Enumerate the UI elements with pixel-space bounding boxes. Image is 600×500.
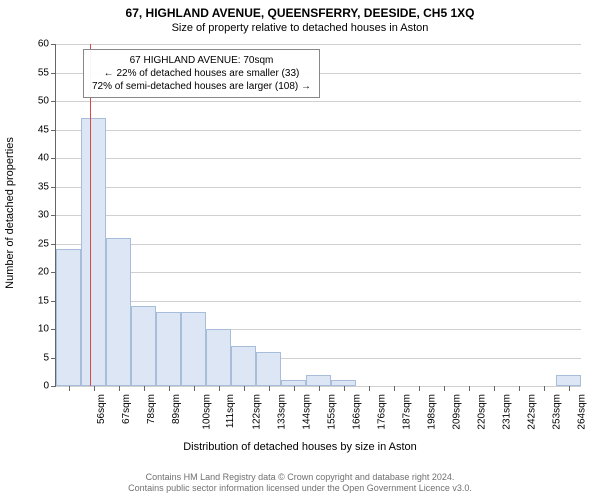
xtick-label: 176sqm xyxy=(376,394,387,430)
ytick-label: 50 xyxy=(24,96,49,107)
histogram-bar xyxy=(56,249,81,386)
footer-line: Contains HM Land Registry data © Crown c… xyxy=(0,472,600,483)
ytick-label: 15 xyxy=(24,295,49,306)
ytick-label: 60 xyxy=(24,39,49,50)
histogram-bar xyxy=(181,312,206,386)
histogram-bar xyxy=(556,375,581,386)
histogram-bar xyxy=(231,346,256,386)
gridline xyxy=(56,101,581,102)
xtick-label: 264sqm xyxy=(576,394,587,430)
xtick-label: 166sqm xyxy=(351,394,362,430)
ytick-label: 0 xyxy=(24,381,49,392)
ytick-label: 10 xyxy=(24,324,49,335)
ytick-mark xyxy=(51,73,56,74)
histogram-bar xyxy=(106,238,131,386)
chart-subtitle: Size of property relative to detached ho… xyxy=(0,22,600,34)
ytick-label: 45 xyxy=(24,124,49,135)
ytick-mark xyxy=(51,215,56,216)
annotation-line: 72% of semi-detached houses are larger (… xyxy=(92,80,311,93)
ytick-label: 40 xyxy=(24,153,49,164)
xtick-label: 100sqm xyxy=(201,394,212,430)
xtick-label: 253sqm xyxy=(551,394,562,430)
chart-footer: Contains HM Land Registry data © Crown c… xyxy=(0,472,600,494)
histogram-bar xyxy=(156,312,181,386)
histogram-chart: 67, HIGHLAND AVENUE, QUEENSFERRY, DEESID… xyxy=(0,0,600,500)
xtick-mark xyxy=(519,386,520,391)
histogram-bar xyxy=(206,329,231,386)
xtick-mark xyxy=(144,386,145,391)
xtick-label: 231sqm xyxy=(501,394,512,430)
xtick-label: 198sqm xyxy=(426,394,437,430)
chart-title: 67, HIGHLAND AVENUE, QUEENSFERRY, DEESID… xyxy=(0,6,600,20)
xtick-mark xyxy=(319,386,320,391)
ytick-mark xyxy=(51,158,56,159)
xtick-label: 67sqm xyxy=(121,394,132,424)
xtick-mark xyxy=(569,386,570,391)
gridline xyxy=(56,158,581,159)
xtick-mark xyxy=(394,386,395,391)
gridline xyxy=(56,130,581,131)
xtick-label: 78sqm xyxy=(146,394,157,424)
xtick-mark xyxy=(544,386,545,391)
x-axis-label: Distribution of detached houses by size … xyxy=(0,441,600,453)
gridline xyxy=(56,44,581,45)
ytick-label: 35 xyxy=(24,181,49,192)
xtick-mark xyxy=(119,386,120,391)
xtick-mark xyxy=(494,386,495,391)
xtick-mark xyxy=(219,386,220,391)
xtick-mark xyxy=(444,386,445,391)
ytick-mark xyxy=(51,386,56,387)
ytick-mark xyxy=(51,130,56,131)
gridline xyxy=(56,272,581,273)
xtick-mark xyxy=(269,386,270,391)
xtick-mark xyxy=(244,386,245,391)
xtick-label: 56sqm xyxy=(96,394,107,424)
ytick-label: 5 xyxy=(24,352,49,363)
y-axis-label: Number of detached properties xyxy=(4,113,16,313)
xtick-mark xyxy=(419,386,420,391)
footer-line: Contains public sector information licen… xyxy=(0,483,600,494)
xtick-mark xyxy=(294,386,295,391)
xtick-label: 111sqm xyxy=(225,394,236,428)
xtick-label: 242sqm xyxy=(526,394,537,430)
ytick-label: 25 xyxy=(24,238,49,249)
ytick-label: 55 xyxy=(24,67,49,78)
xtick-mark xyxy=(69,386,70,391)
xtick-label: 209sqm xyxy=(451,394,462,430)
xtick-label: 122sqm xyxy=(251,394,262,430)
ytick-mark xyxy=(51,101,56,102)
histogram-bar xyxy=(306,375,331,386)
xtick-mark xyxy=(344,386,345,391)
gridline xyxy=(56,215,581,216)
xtick-mark xyxy=(369,386,370,391)
ytick-mark xyxy=(51,44,56,45)
histogram-bar xyxy=(256,352,281,386)
histogram-bar xyxy=(81,118,106,386)
annotation-line: ← 22% of detached houses are smaller (33… xyxy=(92,67,311,80)
ytick-label: 30 xyxy=(24,210,49,221)
annotation-box: 67 HIGHLAND AVENUE: 70sqm← 22% of detach… xyxy=(83,49,320,98)
xtick-mark xyxy=(469,386,470,391)
ytick-label: 20 xyxy=(24,267,49,278)
xtick-label: 155sqm xyxy=(326,394,337,430)
ytick-mark xyxy=(51,244,56,245)
gridline xyxy=(56,187,581,188)
xtick-mark xyxy=(194,386,195,391)
xtick-label: 89sqm xyxy=(171,394,182,424)
annotation-line: 67 HIGHLAND AVENUE: 70sqm xyxy=(92,54,311,67)
gridline xyxy=(56,301,581,302)
xtick-label: 187sqm xyxy=(401,394,412,430)
xtick-mark xyxy=(169,386,170,391)
xtick-label: 133sqm xyxy=(276,394,287,430)
ytick-mark xyxy=(51,187,56,188)
gridline xyxy=(56,244,581,245)
xtick-mark xyxy=(94,386,95,391)
xtick-label: 144sqm xyxy=(301,394,312,430)
xtick-label: 220sqm xyxy=(476,394,487,430)
histogram-bar xyxy=(131,306,156,386)
